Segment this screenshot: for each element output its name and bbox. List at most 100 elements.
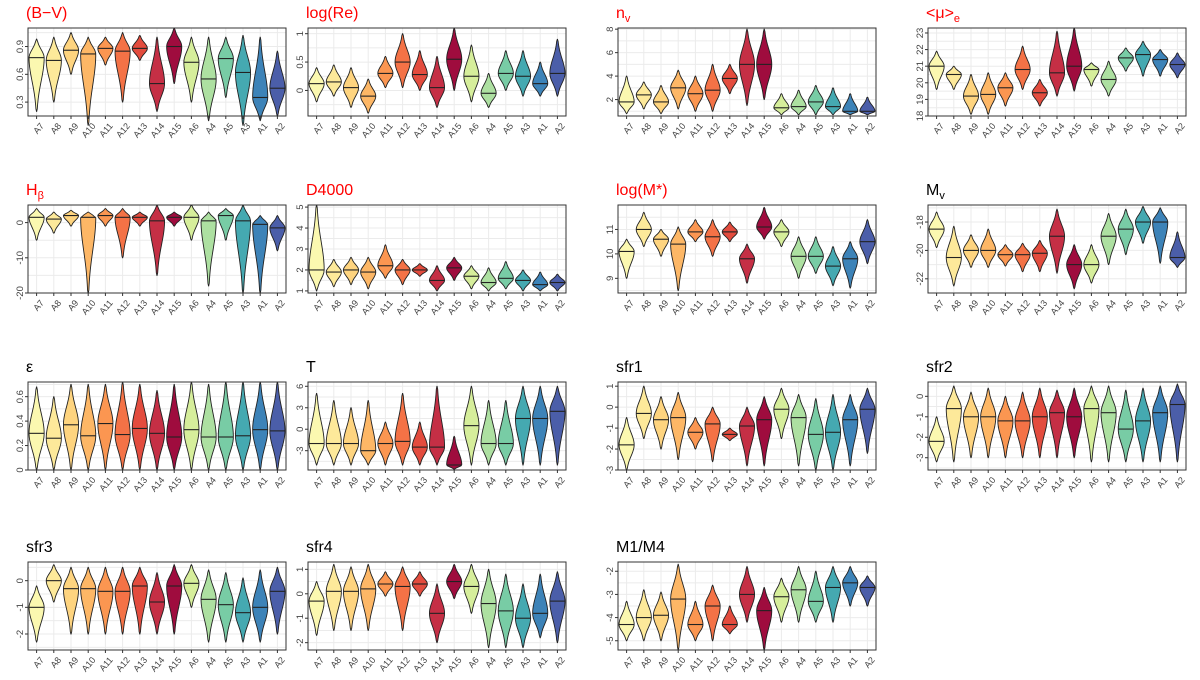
x-tick-label-A8: A8 [948, 475, 963, 490]
violin-A3 [824, 87, 842, 116]
x-tick-label-A11: A11 [97, 298, 115, 316]
x-tick-label-A6: A6 [186, 655, 201, 670]
violin-A7 [308, 581, 325, 636]
violin-A15 [1066, 387, 1083, 459]
x-tick-label-A5: A5 [500, 655, 515, 670]
violin-A15 [446, 256, 463, 281]
panel-title: ε [26, 359, 33, 376]
violin-A12 [1014, 45, 1031, 90]
y-tick-label: -2 [915, 433, 926, 441]
violin-A14 [428, 385, 446, 466]
x-tick-label-A6: A6 [1086, 298, 1101, 313]
x-tick-label-A3: A3 [828, 121, 843, 136]
violin-A12 [394, 566, 411, 631]
x-tick-label-A10: A10 [670, 298, 688, 317]
y-tick-label: 9 [605, 276, 616, 281]
violin-A7 [28, 386, 45, 471]
x-tick-label-A1: A1 [845, 475, 860, 490]
x-tick-label-A14: A14 [738, 121, 756, 140]
x-tick-label-A12: A12 [114, 655, 132, 674]
violin-A2 [859, 96, 876, 116]
x-tick-label-A13: A13 [721, 121, 739, 140]
x-tick-label-A2: A2 [272, 655, 287, 670]
x-tick-label-A14: A14 [738, 298, 756, 317]
y-tick-label: -20 [915, 244, 926, 258]
violin-A1 [532, 61, 549, 97]
x-tick-label-A12: A12 [1014, 475, 1032, 494]
x-tick-label-A7: A7 [931, 475, 946, 490]
violin-A10 [980, 228, 997, 268]
violin-A12 [394, 33, 411, 89]
x-tick-label-A7: A7 [311, 655, 326, 670]
x-tick-label-A14: A14 [1048, 121, 1066, 140]
x-tick-label-A3: A3 [238, 475, 253, 490]
violin-A1 [252, 569, 269, 643]
x-tick-label-A10: A10 [360, 298, 378, 317]
violin-A2 [1169, 231, 1186, 268]
y-tick-label: 4 [295, 225, 306, 230]
x-tick-label-A6: A6 [776, 298, 791, 313]
y-tick-label: -2 [605, 567, 616, 575]
y-tick-label: -2 [15, 630, 26, 638]
violin-A11 [997, 72, 1014, 107]
panel-logre: 0 0.5 1 A7 A8 A9 A10 A11 A12 A13 A14 A15 A6 A4 A5 A3 A1 A… [295, 5, 567, 140]
violin-A10 [80, 36, 97, 126]
violin-A9 [342, 256, 360, 286]
panel-mue: 18 19 20 21 22 23 A7 A8 A9 A10 A11 A12 A13 A14 A15 A6 A4… [915, 5, 1187, 140]
y-tick-label: -3 [915, 453, 926, 461]
x-tick-label-A6: A6 [466, 298, 481, 313]
x-tick-label-A2: A2 [1172, 298, 1187, 313]
x-tick-label-A6: A6 [466, 655, 481, 670]
x-tick-label-A3: A3 [828, 298, 843, 313]
x-tick-label-A9: A9 [966, 298, 981, 313]
x-tick-label-A9: A9 [66, 475, 81, 490]
violin-A8 [635, 589, 652, 642]
x-tick-label-A5: A5 [220, 655, 235, 670]
violin-A8 [945, 65, 962, 90]
x-tick-label-A5: A5 [810, 121, 825, 136]
violin-A11 [997, 395, 1014, 459]
x-tick-label-A9: A9 [346, 655, 361, 670]
violin-A11 [97, 383, 114, 471]
x-tick-label-A2: A2 [1172, 121, 1187, 136]
y-tick-label: -1 [915, 413, 926, 421]
x-tick-label-A11: A11 [377, 655, 395, 673]
x-tick-label-A2: A2 [272, 121, 287, 136]
violin-A10 [80, 383, 97, 471]
x-tick-label-A12: A12 [704, 121, 722, 140]
x-tick-label-A8: A8 [48, 655, 63, 670]
x-tick-label-A1: A1 [255, 655, 270, 670]
violin-A13 [721, 63, 738, 95]
panel-title: <μ>e [926, 5, 960, 25]
x-tick-label-A6: A6 [466, 475, 481, 490]
violin-A3 [1135, 387, 1151, 463]
violin-A5 [807, 570, 824, 623]
violin-A3 [514, 583, 532, 649]
violin-A13 [411, 421, 428, 466]
panel-sfr3: -2 -1 0 A7 A8 A9 A10 A11 A12 A13 A14 A15 A6 A4 A5 A3 A1 A… [15, 539, 287, 674]
violin-A7 [928, 50, 945, 90]
x-tick-label-A13: A13 [1031, 475, 1049, 494]
y-tick-label: 0.9 [15, 40, 26, 53]
x-tick-label-A12: A12 [1014, 121, 1032, 140]
x-tick-label-A8: A8 [638, 298, 653, 313]
x-tick-label-A7: A7 [621, 298, 636, 313]
x-tick-label-A5: A5 [220, 121, 235, 136]
violin-A8 [945, 385, 962, 463]
x-tick-label-A4: A4 [483, 655, 498, 670]
x-tick-label-A4: A4 [1103, 121, 1118, 136]
x-tick-label-A9: A9 [346, 121, 361, 136]
violin-A4 [480, 72, 497, 108]
x-tick-label-A5: A5 [810, 655, 825, 670]
y-tick-label: 0.6 [15, 390, 26, 403]
violin-A4 [480, 267, 497, 292]
x-tick-label-A9: A9 [66, 298, 81, 313]
violin-A14 [738, 28, 756, 106]
x-tick-label-A15: A15 [446, 298, 464, 317]
x-tick-label-A5: A5 [500, 475, 515, 490]
x-tick-label-A15: A15 [166, 121, 184, 140]
y-tick-label: 0.6 [15, 68, 26, 81]
violin-A3 [234, 577, 252, 643]
violin-A14 [148, 390, 166, 471]
violin-A10 [980, 387, 997, 459]
